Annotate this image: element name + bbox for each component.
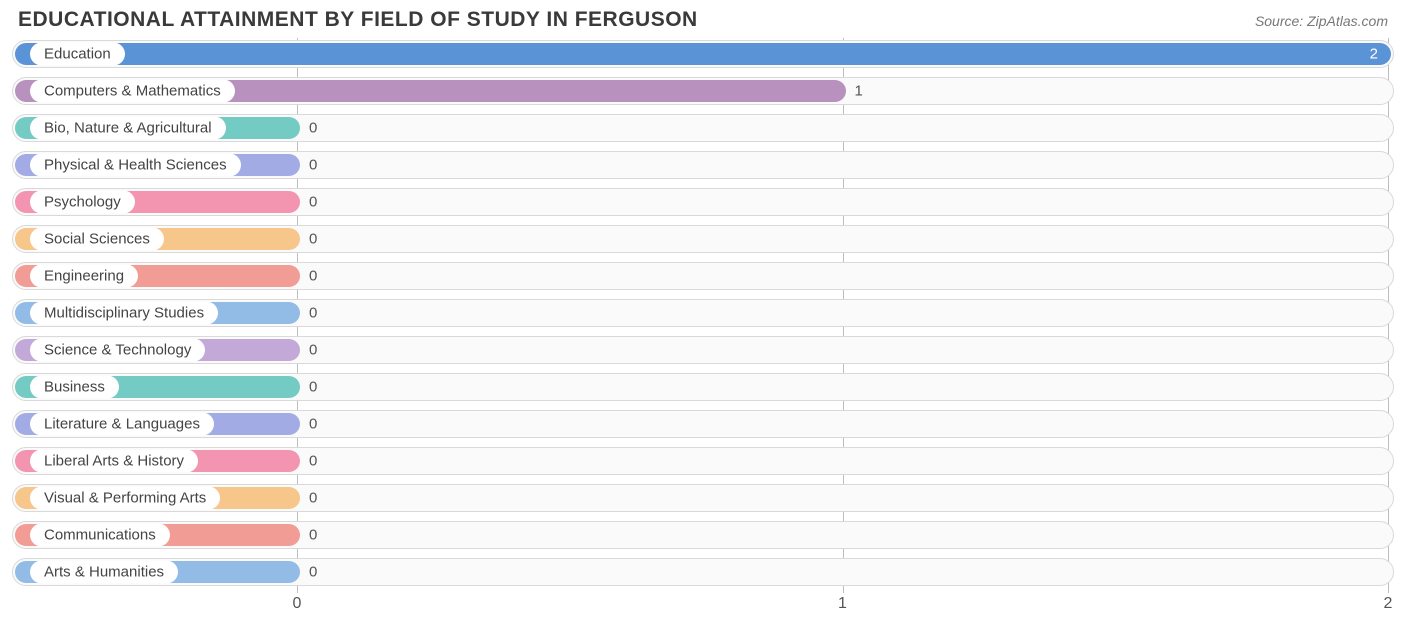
bar-row: Engineering 0 xyxy=(12,260,1394,292)
bar-category-label: Liberal Arts & History xyxy=(30,450,198,473)
bar-row: Business 0 xyxy=(12,371,1394,403)
bar-value-label: 0 xyxy=(309,564,317,581)
bar-row: Visual & Performing Arts 0 xyxy=(12,482,1394,514)
bar-value-label: 0 xyxy=(309,416,317,433)
x-axis-tick-label: 1 xyxy=(838,595,847,613)
bar-row: Communications 0 xyxy=(12,519,1394,551)
bar-value-label: 0 xyxy=(309,194,317,211)
bar-row: Arts & Humanities 0 xyxy=(12,556,1394,588)
bar-category-label: Science & Technology xyxy=(30,339,205,362)
bar-category-label: Social Sciences xyxy=(30,228,164,251)
bar-value-label: 0 xyxy=(309,157,317,174)
bar-category-label: Engineering xyxy=(30,265,138,288)
bar-value-label: 0 xyxy=(309,120,317,137)
bar-category-label: Visual & Performing Arts xyxy=(30,487,220,510)
bar-value-label: 0 xyxy=(309,453,317,470)
bar-value-label: 0 xyxy=(309,231,317,248)
chart-title: EDUCATIONAL ATTAINMENT BY FIELD OF STUDY… xyxy=(18,8,698,32)
bar-category-label: Multidisciplinary Studies xyxy=(30,302,218,325)
bar-category-label: Education xyxy=(30,43,125,66)
x-axis-tick-label: 0 xyxy=(293,595,302,613)
bar-value-label: 0 xyxy=(309,268,317,285)
bar-category-label: Arts & Humanities xyxy=(30,561,178,584)
bar-row: Physical & Health Sciences 0 xyxy=(12,149,1394,181)
bar-category-label: Physical & Health Sciences xyxy=(30,154,241,177)
bar-category-label: Psychology xyxy=(30,191,135,214)
bar-row: Liberal Arts & History 0 xyxy=(12,445,1394,477)
bar-category-label: Business xyxy=(30,376,119,399)
bars-layer: Education 2 Computers & Mathematics 1 Bio, N… xyxy=(12,38,1394,588)
bar-row: Psychology 0 xyxy=(12,186,1394,218)
chart-header: EDUCATIONAL ATTAINMENT BY FIELD OF STUDY… xyxy=(12,8,1394,34)
bar-fill xyxy=(15,43,1391,65)
bar-value-label: 0 xyxy=(309,305,317,322)
x-axis-tick-label: 2 xyxy=(1384,595,1393,613)
chart-container: EDUCATIONAL ATTAINMENT BY FIELD OF STUDY… xyxy=(0,0,1406,632)
bar-category-label: Bio, Nature & Agricultural xyxy=(30,117,226,140)
bar-value-label: 0 xyxy=(309,527,317,544)
bar-row: Literature & Languages 0 xyxy=(12,408,1394,440)
x-axis: 0 1 2 xyxy=(12,593,1394,617)
bar-value-label: 1 xyxy=(855,83,863,100)
bar-row: Social Sciences 0 xyxy=(12,223,1394,255)
plot-area: Education 2 Computers & Mathematics 1 Bio, N… xyxy=(12,38,1394,617)
bar-category-label: Computers & Mathematics xyxy=(30,80,235,103)
bar-row: Education 2 xyxy=(12,38,1394,70)
chart-source: Source: ZipAtlas.com xyxy=(1255,13,1388,29)
bar-value-label: 2 xyxy=(1370,46,1378,63)
bar-category-label: Communications xyxy=(30,524,170,547)
bar-value-label: 0 xyxy=(309,490,317,507)
bar-row: Science & Technology 0 xyxy=(12,334,1394,366)
bar-value-label: 0 xyxy=(309,342,317,359)
bar-value-label: 0 xyxy=(309,379,317,396)
bar-category-label: Literature & Languages xyxy=(30,413,214,436)
bar-row: Computers & Mathematics 1 xyxy=(12,75,1394,107)
bar-row: Bio, Nature & Agricultural 0 xyxy=(12,112,1394,144)
bar-row: Multidisciplinary Studies 0 xyxy=(12,297,1394,329)
